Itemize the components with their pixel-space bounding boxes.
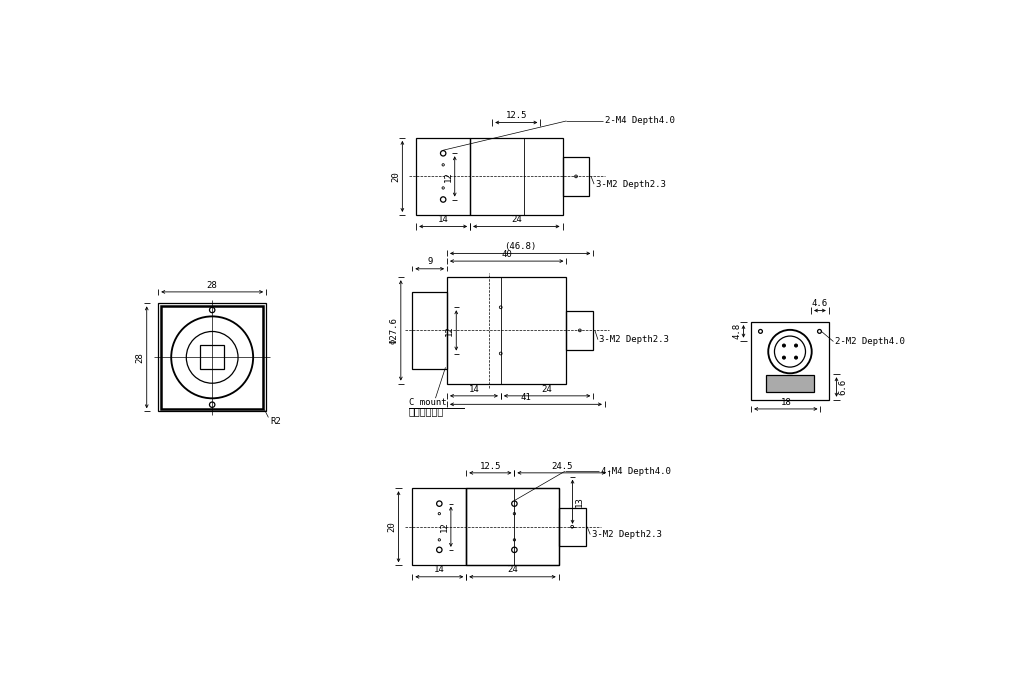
Text: 18: 18 bbox=[781, 398, 791, 407]
Text: 12: 12 bbox=[440, 522, 448, 532]
Text: 41: 41 bbox=[520, 393, 531, 402]
Text: 20: 20 bbox=[387, 522, 397, 532]
Bar bbox=[447, 276, 566, 384]
Bar bbox=[412, 489, 467, 566]
Text: 6.6: 6.6 bbox=[838, 379, 848, 395]
Text: 40: 40 bbox=[502, 250, 512, 259]
Bar bbox=[470, 138, 562, 215]
Text: 12.5: 12.5 bbox=[506, 111, 527, 120]
Text: Φ27.6: Φ27.6 bbox=[389, 317, 399, 344]
Text: 24: 24 bbox=[542, 384, 552, 393]
Text: 14: 14 bbox=[438, 215, 448, 224]
Bar bbox=[161, 306, 264, 409]
Bar bbox=[467, 489, 558, 566]
Bar bbox=[200, 346, 225, 369]
Text: 13: 13 bbox=[575, 496, 584, 507]
Text: 3-M2 Depth2.3: 3-M2 Depth2.3 bbox=[595, 180, 665, 188]
Bar bbox=[562, 157, 589, 195]
Text: C mount: C mount bbox=[409, 398, 446, 407]
Bar bbox=[412, 292, 447, 369]
Bar bbox=[566, 311, 593, 349]
Circle shape bbox=[783, 344, 785, 347]
Text: 2-M4 Depth4.0: 2-M4 Depth4.0 bbox=[605, 116, 675, 125]
Text: 対面同一形状: 対面同一形状 bbox=[409, 406, 444, 416]
Text: 24: 24 bbox=[511, 215, 522, 224]
Text: 24.5: 24.5 bbox=[551, 461, 573, 470]
Text: 4-M4 Depth4.0: 4-M4 Depth4.0 bbox=[602, 467, 671, 476]
Text: R2: R2 bbox=[270, 417, 280, 426]
Text: 12: 12 bbox=[445, 325, 454, 336]
Text: 3-M2 Depth2.3: 3-M2 Depth2.3 bbox=[599, 335, 670, 344]
Text: 20: 20 bbox=[391, 171, 400, 182]
Bar bbox=[751, 322, 829, 400]
Text: 3-M2 Depth2.3: 3-M2 Depth2.3 bbox=[592, 530, 661, 539]
Text: (46.8): (46.8) bbox=[504, 242, 537, 251]
Circle shape bbox=[794, 356, 797, 359]
Circle shape bbox=[783, 356, 785, 359]
Bar bbox=[416, 138, 470, 215]
Bar bbox=[766, 375, 814, 392]
Bar bbox=[558, 508, 586, 546]
Text: 12: 12 bbox=[443, 171, 452, 182]
Text: 24: 24 bbox=[507, 566, 518, 575]
Text: 4.8: 4.8 bbox=[732, 323, 742, 340]
Text: 2-M2 Depth4.0: 2-M2 Depth4.0 bbox=[835, 337, 904, 346]
Circle shape bbox=[794, 344, 797, 347]
Text: 14: 14 bbox=[469, 384, 479, 393]
Bar bbox=[467, 489, 558, 566]
Text: 9: 9 bbox=[427, 258, 433, 267]
Text: 28: 28 bbox=[135, 352, 144, 363]
Bar bbox=[159, 304, 266, 412]
Text: 14: 14 bbox=[434, 566, 445, 575]
Text: 12.5: 12.5 bbox=[480, 461, 501, 470]
Text: 28: 28 bbox=[207, 281, 217, 290]
Text: 4.6: 4.6 bbox=[812, 299, 828, 308]
